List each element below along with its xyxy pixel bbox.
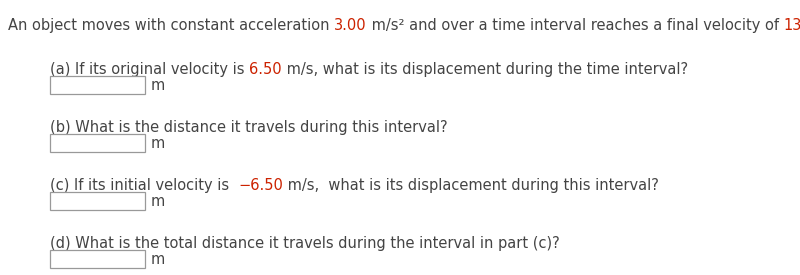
- Bar: [50, 76, 145, 94]
- Bar: [50, 134, 145, 152]
- Text: An object moves with constant acceleration: An object moves with constant accelerati…: [8, 18, 334, 33]
- Bar: [50, 250, 145, 268]
- Text: m/s, what is its displacement during the time interval?: m/s, what is its displacement during the…: [282, 62, 688, 77]
- Text: m: m: [151, 252, 166, 266]
- Text: (b) What is the distance it travels during this interval?: (b) What is the distance it travels duri…: [50, 120, 448, 135]
- Text: m: m: [151, 194, 166, 208]
- Text: m: m: [151, 136, 166, 150]
- Text: −6.50: −6.50: [238, 178, 283, 193]
- Text: (d) What is the total distance it travels during the interval in part (c)?: (d) What is the total distance it travel…: [50, 236, 560, 251]
- Text: m: m: [151, 78, 166, 92]
- Bar: [50, 192, 145, 210]
- Text: (c) If its initial velocity is: (c) If its initial velocity is: [50, 178, 238, 193]
- Text: 13.0: 13.0: [783, 18, 800, 33]
- Text: 3.00: 3.00: [334, 18, 366, 33]
- Text: 6.50: 6.50: [249, 62, 282, 77]
- Text: m/s² and over a time interval reaches a final velocity of: m/s² and over a time interval reaches a …: [366, 18, 783, 33]
- Text: m/s,  what is its displacement during this interval?: m/s, what is its displacement during thi…: [283, 178, 659, 193]
- Text: (a) If its original velocity is: (a) If its original velocity is: [50, 62, 249, 77]
